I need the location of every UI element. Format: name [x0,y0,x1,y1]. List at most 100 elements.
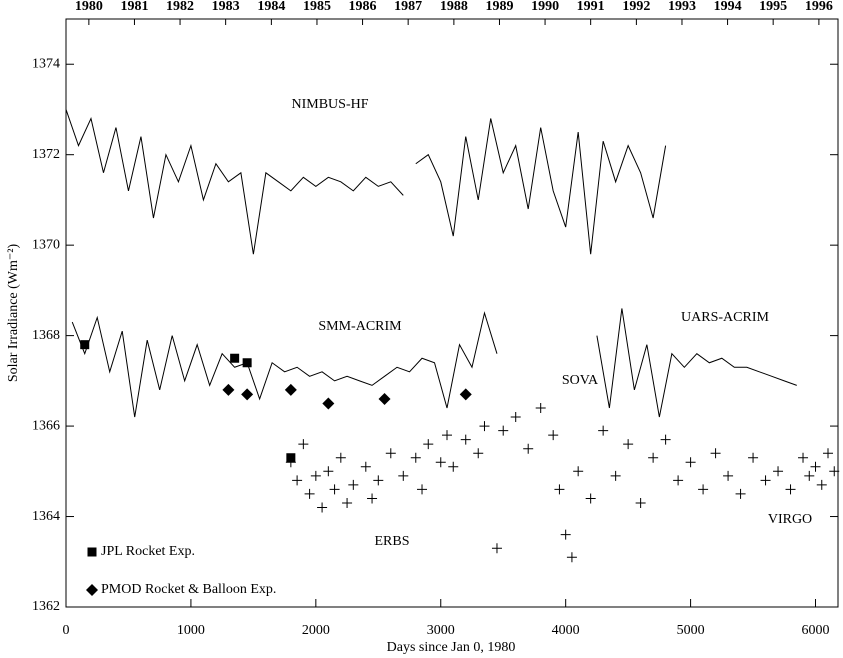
plus-marker [760,475,771,486]
plus-marker [610,470,621,481]
series-line [596,308,797,418]
plus-marker [304,488,315,499]
plus-marker [585,493,596,504]
plus-marker [423,439,434,450]
plus-marker [460,434,471,445]
series-line [71,311,498,418]
plus-marker [816,479,827,490]
plus-marker [523,443,534,454]
y-tick-label: 1366 [32,418,60,433]
plus-marker [748,452,759,463]
x-tick-label: 2000 [302,623,330,638]
x-tick-label: 0 [63,623,70,638]
square-marker [80,340,90,350]
plot-frame [65,18,839,608]
plus-marker [442,430,453,441]
plus-marker [698,484,709,495]
plus-marker [348,479,359,490]
square-marker [286,453,296,463]
y-tick-label: 1372 [32,147,60,162]
plus-marker [785,484,796,495]
legend-marker [86,584,98,596]
series-label: SMM-ACRIM [318,319,402,334]
plus-marker [448,461,459,472]
plus-marker [623,439,634,450]
series-line [65,109,667,255]
diamond-marker [378,392,391,405]
square-marker [242,358,252,368]
plus-marker [554,484,565,495]
plus-marker [329,484,340,495]
top-tick-label: 1992 [622,0,650,14]
legend-marker [87,547,97,557]
diamond-marker [459,388,472,401]
y-tick-label: 1362 [32,599,60,614]
plus-marker [566,552,577,563]
x-tick-label: 1000 [177,623,205,638]
plus-marker [342,497,353,508]
plus-marker [560,529,571,540]
diamond-marker [222,383,235,396]
plus-marker [535,402,546,413]
plus-marker [398,470,409,481]
plus-marker [548,430,559,441]
plus-marker [335,452,346,463]
top-tick-label: 1995 [759,0,787,14]
series-label: ERBS [374,534,409,549]
top-tick-label: 1982 [166,0,194,14]
plus-marker [410,452,421,463]
plus-marker [510,412,521,423]
plus-marker [685,457,696,468]
annotation: SOVA [562,373,599,388]
legend-label: JPL Rocket Exp. [101,544,195,559]
x-axis-label: Days since Jan 0, 1980 [387,640,516,655]
series-label: VIRGO [768,512,812,527]
plus-marker [435,457,446,468]
top-tick-label: 1994 [714,0,742,14]
y-tick-label: 1368 [32,328,60,343]
plus-marker [660,434,671,445]
plus-marker [479,421,490,432]
plus-marker [298,439,309,450]
plus-marker [723,470,734,481]
plus-marker [735,488,746,499]
top-tick-label: 1990 [531,0,559,14]
plus-marker [360,461,371,472]
diamond-marker [322,397,335,410]
plus-marker [810,461,821,472]
y-tick-label: 1370 [32,237,60,252]
plus-marker [292,475,303,486]
plus-marker [310,470,321,481]
x-tick-label: 5000 [677,623,705,638]
plus-marker [710,448,721,459]
plus-marker [648,452,659,463]
diamond-marker [241,388,254,401]
legend-label: PMOD Rocket & Balloon Exp. [101,582,276,597]
top-tick-label: 1989 [485,0,513,14]
plus-marker [491,543,502,554]
top-tick-label: 1983 [212,0,240,14]
y-tick-label: 1374 [32,56,60,71]
plus-marker [804,470,815,481]
top-tick-label: 1987 [394,0,422,14]
series-label: NIMBUS-HF [291,97,368,112]
plus-marker [635,497,646,508]
plus-marker [773,466,784,477]
top-tick-label: 1993 [668,0,696,14]
top-tick-label: 1991 [577,0,605,14]
top-tick-label: 1985 [303,0,331,14]
top-tick-label: 1984 [257,0,285,14]
top-tick-label: 1986 [349,0,377,14]
y-tick-label: 1364 [32,509,60,524]
x-tick-label: 3000 [427,623,455,638]
top-tick-label: 1981 [120,0,148,14]
plus-marker [473,448,484,459]
plus-marker [417,484,428,495]
diamond-marker [284,383,297,396]
plus-marker [673,475,684,486]
top-tick-label: 1988 [440,0,468,14]
top-tick-label: 1996 [805,0,833,14]
x-tick-label: 4000 [552,623,580,638]
